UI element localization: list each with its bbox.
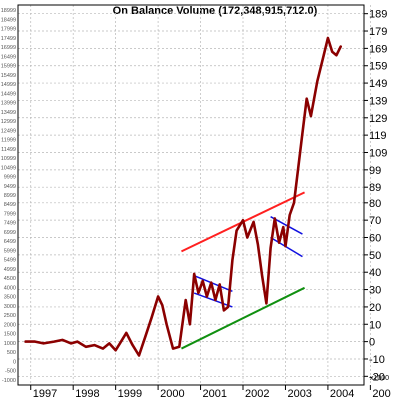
right-tick-label: 189 bbox=[369, 9, 387, 21]
right-tick-label: -20 bbox=[369, 371, 385, 383]
x-tick-label: 200 bbox=[372, 388, 390, 400]
left-tick-label: 12499 bbox=[1, 128, 16, 134]
x-tick-label: 1997 bbox=[33, 388, 57, 400]
right-tick-label: 60 bbox=[369, 233, 381, 245]
left-axis: -1000 -500 0 500 1000 1500 2000 2500 3000 3500 400… bbox=[1, 8, 16, 384]
right-tick-label: 80 bbox=[369, 198, 381, 210]
right-tick-label: 159 bbox=[369, 61, 387, 73]
channel-line bbox=[193, 292, 233, 308]
right-tick-label: 20 bbox=[369, 302, 381, 314]
right-tick-label: 149 bbox=[369, 78, 387, 90]
x-tick-label: 2001 bbox=[203, 388, 227, 400]
left-tick-label: 2500 bbox=[4, 313, 16, 319]
channel-line bbox=[270, 236, 303, 258]
left-tick-label: 10499 bbox=[1, 165, 16, 171]
right-tick-label: 179 bbox=[369, 26, 387, 38]
left-tick-label: 15999 bbox=[1, 64, 16, 70]
left-tick-label: 18999 bbox=[1, 8, 16, 14]
left-tick-label: 11499 bbox=[1, 147, 16, 153]
left-tick-label: 13999 bbox=[1, 101, 16, 107]
left-tick-label: 8499 bbox=[4, 202, 16, 208]
left-tick-label: 14999 bbox=[1, 82, 16, 88]
left-tick-label: 4000 bbox=[4, 285, 16, 291]
left-tick-label: 14499 bbox=[1, 91, 16, 97]
right-tick-label: 169 bbox=[369, 43, 387, 55]
x-tick-label: 1998 bbox=[75, 388, 99, 400]
left-tick-label: 6499 bbox=[4, 239, 16, 245]
right-tick-label: 50 bbox=[369, 250, 381, 262]
left-tick-label: 17499 bbox=[1, 36, 16, 42]
chart-title: On Balance Volume (172,348,915,712.0) bbox=[113, 5, 318, 17]
x-tick-label: 1999 bbox=[118, 388, 142, 400]
left-tick-label: 9499 bbox=[4, 184, 16, 190]
right-tick-label: 89 bbox=[369, 182, 381, 194]
right-tick-label: 40 bbox=[369, 267, 381, 279]
left-tick-label: -500 bbox=[5, 369, 16, 375]
left-tick-label: 13499 bbox=[1, 110, 16, 116]
x-tick-label: 2002 bbox=[245, 388, 269, 400]
x-tick-label: 2004 bbox=[330, 388, 354, 400]
x-axis: 1997 1998 1999 2000 2001 2002 2003 2004 200 bbox=[30, 385, 391, 400]
left-tick-label: 5999 bbox=[4, 248, 16, 254]
left-tick-label: 15499 bbox=[1, 73, 16, 79]
left-tick-label: 7999 bbox=[4, 211, 16, 217]
right-tick-label: 30 bbox=[369, 285, 381, 297]
right-axis-unit-label: x1000 bbox=[370, 375, 389, 382]
right-tick-label: 99 bbox=[369, 165, 381, 177]
right-tick-label: 0 bbox=[369, 337, 375, 349]
left-tick-label: 11999 bbox=[1, 138, 16, 144]
plot-frame bbox=[17, 4, 365, 386]
left-tick-label: 1500 bbox=[4, 332, 16, 338]
right-tick-label: 119 bbox=[369, 130, 387, 142]
left-tick-label: 3500 bbox=[4, 295, 16, 301]
left-tick-label: 9999 bbox=[4, 175, 16, 181]
left-tick-label: 4500 bbox=[4, 276, 16, 282]
left-tick-label: 2000 bbox=[4, 322, 16, 328]
right-tick-label: 70 bbox=[369, 215, 381, 227]
left-tick-label: 1000 bbox=[4, 341, 16, 347]
left-tick-label: 12999 bbox=[1, 119, 16, 125]
right-tick-label: 129 bbox=[369, 113, 387, 125]
x-tick-label: 2003 bbox=[287, 388, 311, 400]
left-tick-label: 7499 bbox=[4, 221, 16, 227]
left-tick-label: 6999 bbox=[4, 230, 16, 236]
right-tick-label: 109 bbox=[369, 147, 387, 159]
x-tick-label: 2000 bbox=[160, 388, 184, 400]
left-tick-label: 8999 bbox=[4, 193, 16, 199]
right-tick-label: 139 bbox=[369, 95, 387, 107]
lower-trendline bbox=[181, 286, 306, 350]
left-tick-label: 16999 bbox=[1, 45, 16, 51]
left-tick-label: 16499 bbox=[1, 54, 16, 60]
left-tick-label: 10999 bbox=[1, 156, 16, 162]
left-tick-label: 500 bbox=[7, 350, 16, 356]
left-tick-label: 4999 bbox=[4, 267, 16, 273]
right-tick-label: -10 bbox=[369, 354, 385, 366]
left-tick-label: 5499 bbox=[4, 258, 16, 264]
grid bbox=[18, 5, 371, 385]
left-tick-label: 3000 bbox=[4, 304, 16, 310]
left-tick-label: 18499 bbox=[1, 17, 16, 23]
left-tick-label: 17999 bbox=[1, 27, 16, 33]
series-layer bbox=[24, 36, 343, 357]
right-tick-label: 10 bbox=[369, 319, 381, 331]
left-tick-label: -1000 bbox=[2, 378, 16, 384]
channel-line bbox=[193, 274, 233, 292]
right-axis: -20 -10 0 10 20 30 40 50 60 70 80 89 99 109 119 129 139 1… bbox=[364, 9, 387, 383]
left-tick-label: 0 bbox=[13, 359, 16, 365]
obv-series-line bbox=[24, 36, 343, 357]
